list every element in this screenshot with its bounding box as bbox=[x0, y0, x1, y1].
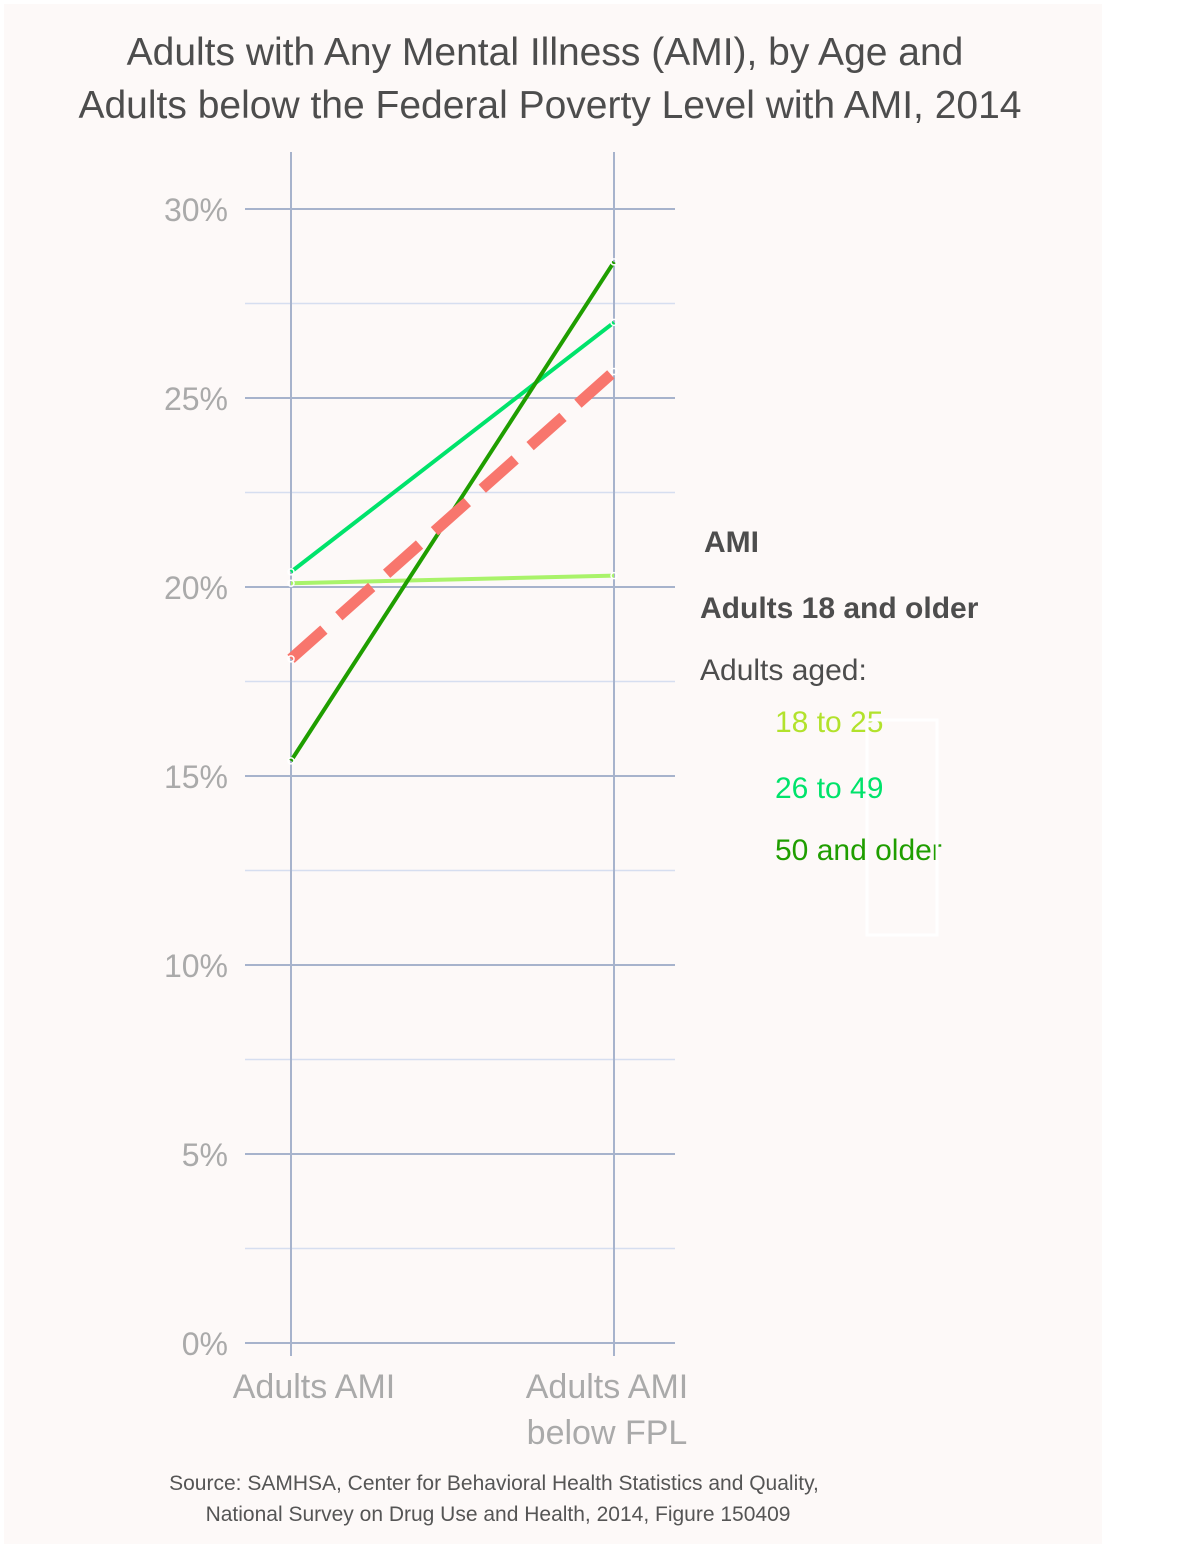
series-line-26-to-49 bbox=[289, 320, 616, 574]
data-point bbox=[287, 757, 295, 765]
x-axis-labels: Adults AMI Adults AMI below FPL bbox=[233, 1368, 689, 1452]
y-tick-label: 10% bbox=[164, 948, 228, 984]
data-point bbox=[287, 655, 295, 663]
chart-title-line-1: Adults with Any Mental Illness (AMI), by… bbox=[127, 31, 964, 74]
source-note: Source: SAMHSA, Center for Behavioral He… bbox=[169, 1472, 819, 1526]
legend-title: AMI bbox=[704, 526, 759, 559]
data-point bbox=[610, 318, 618, 327]
series-lines bbox=[287, 260, 618, 762]
grid-lines bbox=[245, 152, 675, 1356]
legend-item-26-to-49: 26 to 49 bbox=[775, 772, 883, 805]
source-line-2: National Survey on Drug Use and Health, … bbox=[206, 1503, 791, 1526]
y-axis-ticks: 0% 5% 10% 15% 20% 25% 30% bbox=[164, 192, 228, 1362]
legend: AMI Adults 18 and older Adults aged: 18 … bbox=[700, 526, 979, 937]
chart-title-line-2: Adults below the Federal Poverty Level w… bbox=[78, 84, 1021, 127]
point-markers bbox=[287, 258, 618, 765]
legend-item-18-to-25: 18 to 25 bbox=[775, 706, 883, 739]
data-point bbox=[610, 571, 618, 580]
y-tick-label: 5% bbox=[182, 1137, 228, 1173]
legend-item-overall: Adults 18 and older bbox=[700, 592, 979, 625]
source-line-1: Source: SAMHSA, Center for Behavioral He… bbox=[169, 1472, 819, 1495]
chart-panel bbox=[4, 4, 1102, 1544]
y-tick-label: 30% bbox=[164, 192, 228, 228]
series-line-adults-18-and-older bbox=[287, 367, 618, 663]
legend-key-box bbox=[865, 718, 939, 937]
legend-item-50-and-older: 50 and older bbox=[775, 834, 942, 867]
y-tick-label: 15% bbox=[164, 759, 228, 795]
data-point bbox=[610, 367, 618, 376]
legend-subtitle: Adults aged: bbox=[700, 654, 867, 687]
y-tick-label: 20% bbox=[164, 570, 228, 606]
chart-title: Adults with Any Mental Illness (AMI), by… bbox=[78, 31, 1021, 127]
x-category-label: Adults AMI bbox=[233, 1368, 396, 1406]
y-tick-label: 25% bbox=[164, 381, 228, 417]
x-category-label: Adults AMI bbox=[526, 1368, 689, 1406]
x-category-label: below FPL bbox=[527, 1414, 688, 1452]
data-point bbox=[287, 568, 295, 576]
data-point bbox=[287, 579, 295, 587]
data-point bbox=[610, 258, 618, 266]
series-line-18-to-25 bbox=[290, 573, 615, 586]
y-tick-label: 0% bbox=[182, 1326, 228, 1362]
